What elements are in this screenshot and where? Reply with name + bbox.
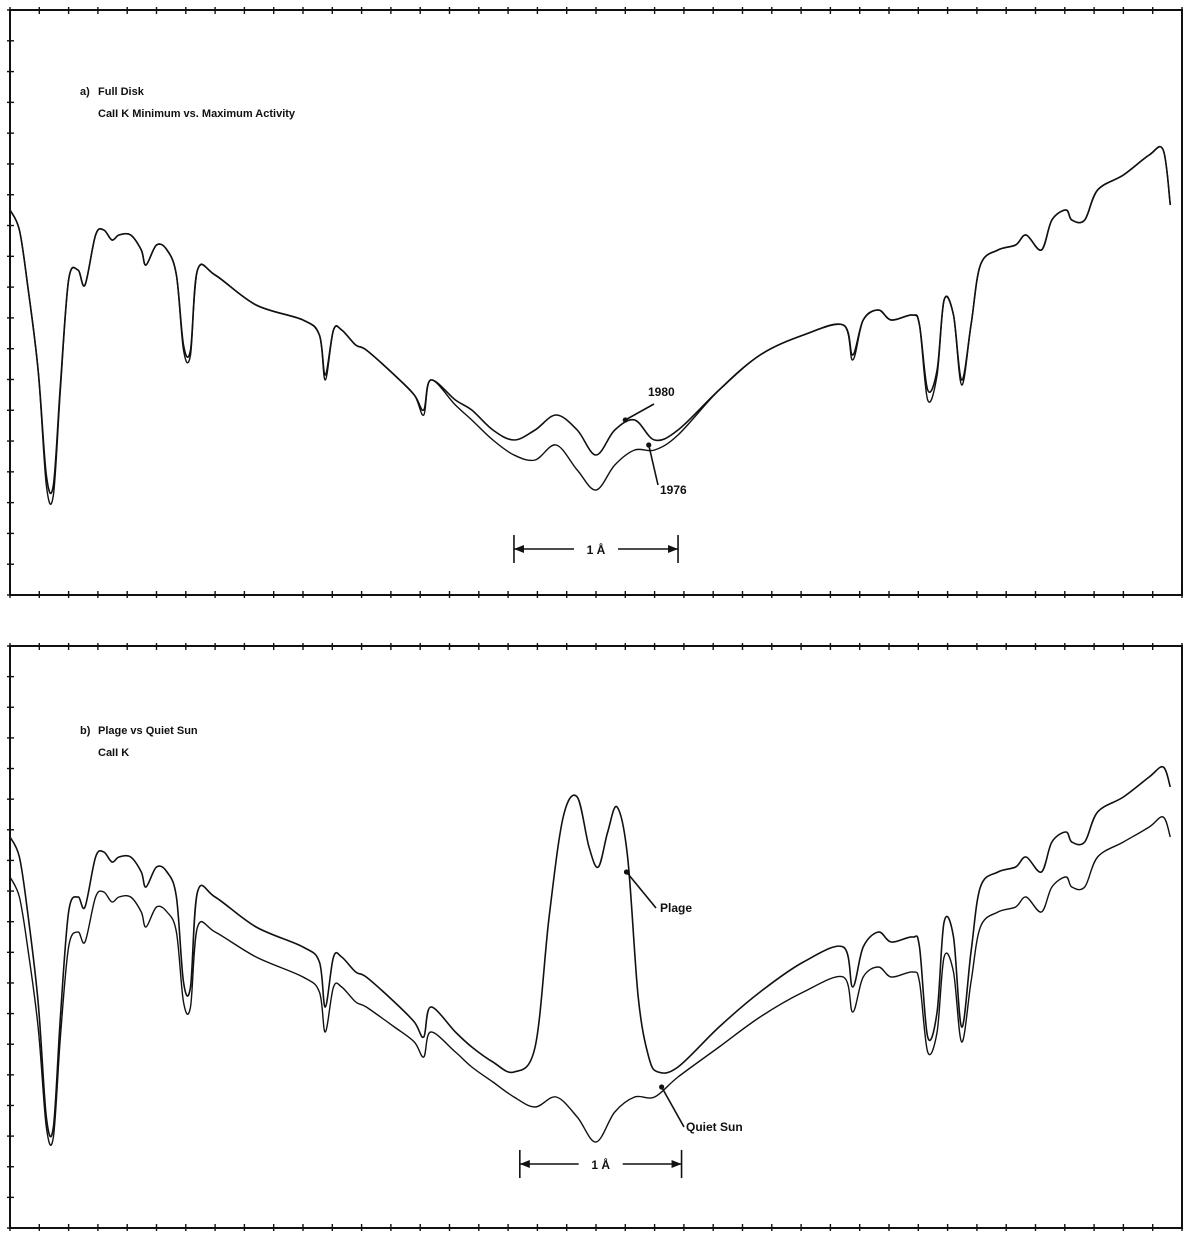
scale-bar-arrow-right (671, 1160, 682, 1168)
panel-b-series (9, 765, 1172, 1146)
series-line-plage (9, 765, 1172, 1138)
panel-a-frame (9, 9, 1183, 596)
panel-b-ticks (7, 643, 1183, 1231)
series-line-quiet-sun (9, 816, 1171, 1146)
series-label-1980: 1980 (648, 385, 675, 399)
panel-a-label: a) (80, 86, 90, 98)
series-label-plage: Plage (660, 901, 692, 915)
scale-bar-arrow-left (513, 545, 524, 553)
panel-b-label: b) (80, 725, 91, 737)
panel-a-annotations: 1980 1976 (622, 385, 687, 497)
panel-a: a) Full Disk CaII K Minimum vs. Maximum … (7, 7, 1183, 598)
scale-bar-arrow-left (519, 1160, 530, 1168)
annotation-leader (647, 444, 659, 486)
series-label-quiet-sun: Quiet Sun (686, 1120, 743, 1134)
series-line-1980 (9, 145, 1172, 495)
panel-a-title: Full Disk (98, 86, 145, 98)
panel-a-scale-label: 1 Å (587, 542, 606, 557)
panel-a-scale-bar: 1 Å (513, 535, 679, 563)
panel-a-series (9, 145, 1172, 505)
panel-a-ticks (7, 7, 1183, 598)
annotation-leader (624, 403, 655, 421)
annotation-leader (660, 1086, 685, 1128)
panel-b-title: Plage vs Quiet Sun (98, 725, 198, 737)
scale-bar-arrow-right (668, 545, 679, 553)
panel-a-subtitle: CaII K Minimum vs. Maximum Activity (98, 108, 296, 120)
panel-b-scale-bar: 1 Å (519, 1150, 683, 1178)
series-label-1976: 1976 (660, 483, 687, 497)
panel-b-annotations: Plage Quiet Sun (623, 869, 743, 1134)
panel-b-subtitle: CaII K (98, 747, 129, 759)
panel-b-scale-label: 1 Å (591, 1157, 610, 1172)
panel-b: b) Plage vs Quiet Sun CaII K Plage Quiet … (7, 643, 1183, 1231)
series-line-1976 (9, 145, 1171, 505)
annotation-leader (625, 871, 657, 909)
